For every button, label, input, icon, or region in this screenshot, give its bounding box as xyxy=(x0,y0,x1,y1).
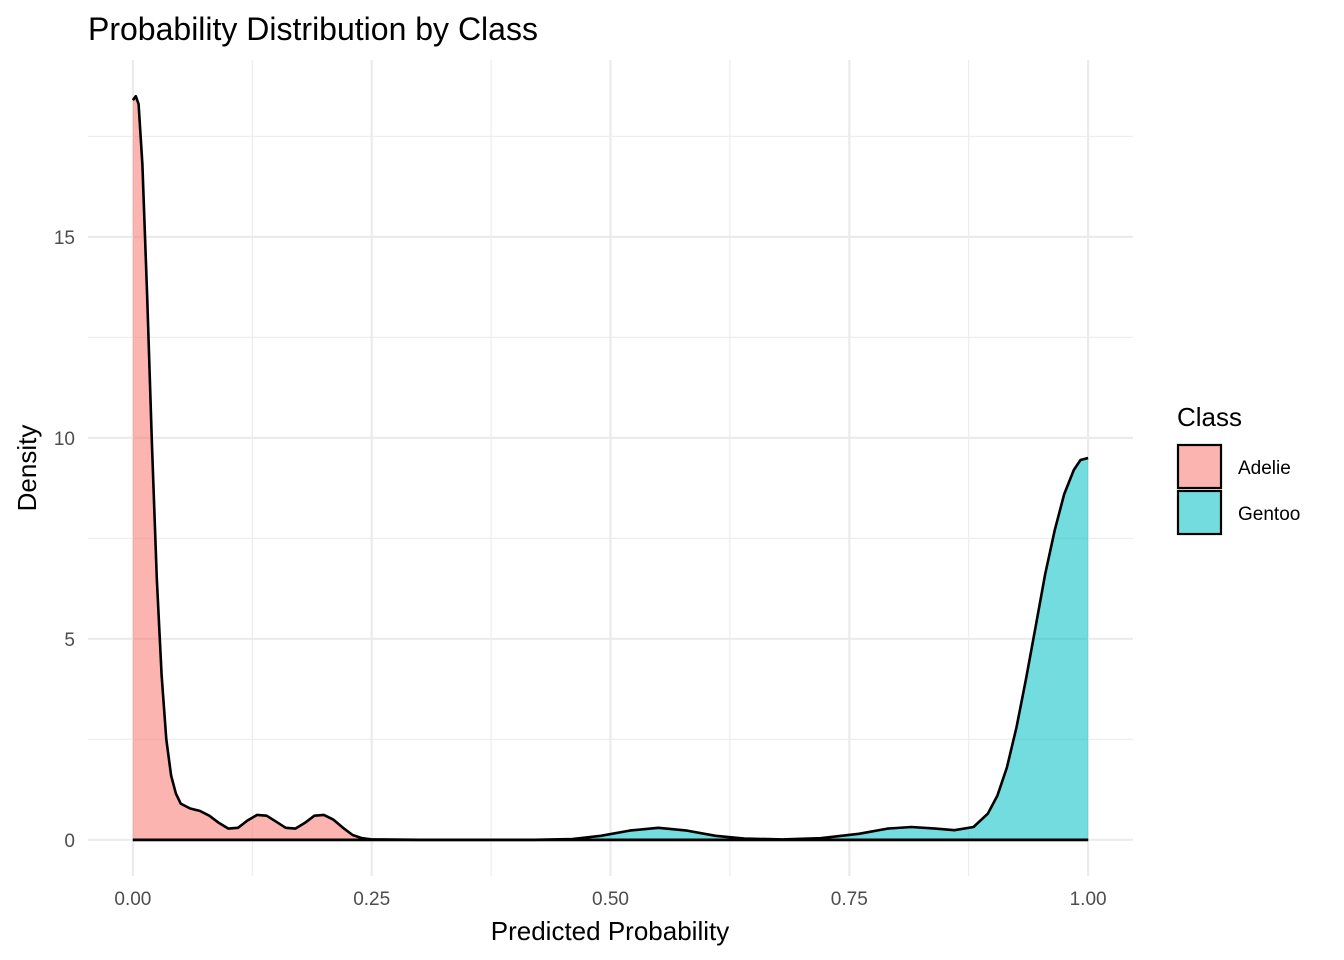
density-line-gentoo xyxy=(132,456,1089,842)
x-tick-label: 0.25 xyxy=(353,889,390,910)
x-tick-label: 0.75 xyxy=(831,889,868,910)
y-tick-label: 5 xyxy=(64,630,75,651)
x-tick-label: 0.00 xyxy=(114,889,151,910)
y-tick-label: 0 xyxy=(64,831,75,852)
y-tick-label: 15 xyxy=(54,228,75,249)
legend-title: Class xyxy=(1177,402,1242,432)
y-tick-label: 10 xyxy=(54,429,75,450)
density-line-adelie xyxy=(131,94,1089,842)
y-axis-title: Density xyxy=(12,425,42,512)
grid xyxy=(88,60,1133,876)
legend-label-gentoo: Gentoo xyxy=(1238,504,1300,525)
x-tick-label: 0.50 xyxy=(592,889,629,910)
x-axis-title: Predicted Probability xyxy=(491,916,729,946)
density-areas xyxy=(131,94,1089,842)
legend-label-adelie: Adelie xyxy=(1238,458,1291,479)
legend-key-adelie xyxy=(1176,443,1223,490)
legend: Class Adelie Gentoo xyxy=(1176,402,1300,536)
x-tick-label: 1.00 xyxy=(1070,889,1107,910)
legend-key-gentoo xyxy=(1176,489,1223,536)
axis-ticks: 0.00 0.25 0.50 0.75 1.00 0 5 10 15 xyxy=(54,228,1107,910)
chart-title: Probability Distribution by Class xyxy=(88,11,538,47)
